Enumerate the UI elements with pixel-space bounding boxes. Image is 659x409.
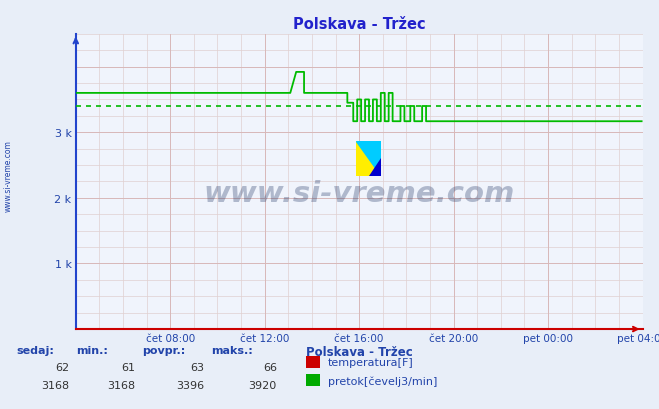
Text: 3396: 3396: [176, 380, 204, 390]
Text: sedaj:: sedaj:: [16, 346, 54, 355]
Polygon shape: [357, 142, 382, 176]
Text: maks.:: maks.:: [211, 346, 252, 355]
Text: Polskava - Tržec: Polskava - Tržec: [306, 346, 413, 359]
Polygon shape: [357, 142, 382, 176]
Text: 3168: 3168: [107, 380, 135, 390]
Text: 66: 66: [263, 362, 277, 372]
Text: povpr.:: povpr.:: [142, 346, 185, 355]
Text: 3920: 3920: [248, 380, 277, 390]
Text: 3168: 3168: [41, 380, 69, 390]
Text: pretok[čevelj3/min]: pretok[čevelj3/min]: [328, 375, 437, 386]
Text: www.si-vreme.com: www.si-vreme.com: [3, 140, 13, 212]
Text: www.si-vreme.com: www.si-vreme.com: [204, 180, 515, 208]
Polygon shape: [369, 159, 382, 176]
Text: min.:: min.:: [76, 346, 107, 355]
Text: 63: 63: [190, 362, 204, 372]
Text: temperatura[F]: temperatura[F]: [328, 357, 413, 367]
Title: Polskava - Tržec: Polskava - Tržec: [293, 17, 426, 32]
Text: 62: 62: [55, 362, 69, 372]
Text: 61: 61: [121, 362, 135, 372]
